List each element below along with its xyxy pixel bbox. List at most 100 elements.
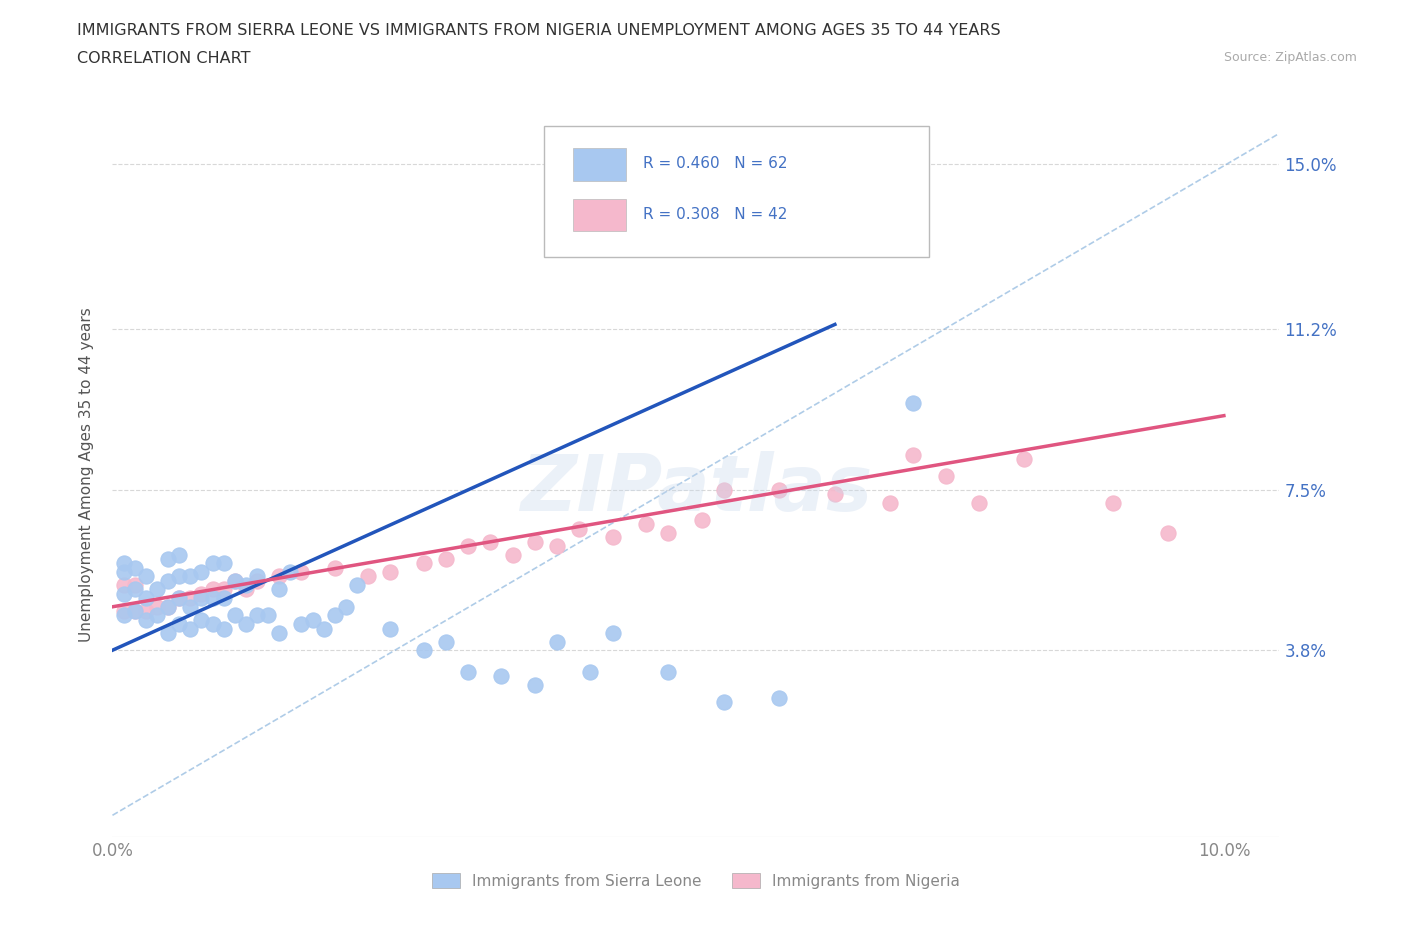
Point <box>568 521 591 536</box>
Point <box>457 665 479 680</box>
Point <box>1101 495 1123 510</box>
Point <box>179 591 201 605</box>
Point <box>190 586 212 601</box>
Point <box>167 591 190 605</box>
Point <box>124 560 146 575</box>
Point <box>246 573 269 588</box>
Point <box>269 582 291 597</box>
Point <box>157 599 180 614</box>
Point <box>157 625 180 640</box>
Point <box>634 517 657 532</box>
FancyBboxPatch shape <box>574 199 626 232</box>
Point <box>312 621 335 636</box>
Point <box>380 565 402 579</box>
Point <box>235 617 257 631</box>
Point <box>357 569 380 584</box>
Point <box>768 482 790 497</box>
Point <box>824 234 846 249</box>
Point <box>135 569 157 584</box>
Text: IMMIGRANTS FROM SIERRA LEONE VS IMMIGRANTS FROM NIGERIA UNEMPLOYMENT AMONG AGES : IMMIGRANTS FROM SIERRA LEONE VS IMMIGRAN… <box>77 23 1001 38</box>
Point <box>124 582 146 597</box>
Point <box>412 556 434 571</box>
Point <box>491 669 513 684</box>
Point <box>146 608 169 623</box>
Point <box>523 678 546 693</box>
Point <box>713 482 735 497</box>
FancyBboxPatch shape <box>544 126 929 257</box>
Point <box>546 634 568 649</box>
Text: ZIPatlas: ZIPatlas <box>520 451 872 526</box>
Point <box>412 643 434 658</box>
Point <box>901 395 924 410</box>
Point <box>602 530 624 545</box>
Text: CORRELATION CHART: CORRELATION CHART <box>77 51 250 66</box>
Point <box>212 582 235 597</box>
Point <box>901 447 924 462</box>
Point <box>135 612 157 627</box>
Point <box>523 534 546 549</box>
Point <box>157 599 180 614</box>
FancyBboxPatch shape <box>574 148 626 180</box>
Text: R = 0.308   N = 42: R = 0.308 N = 42 <box>644 207 787 222</box>
Point <box>167 569 190 584</box>
Point <box>235 578 257 592</box>
Point <box>212 556 235 571</box>
Point <box>290 565 312 579</box>
Point <box>112 586 135 601</box>
Point <box>1157 525 1180 540</box>
Point <box>112 556 135 571</box>
Point <box>657 665 679 680</box>
Point <box>457 538 479 553</box>
Point <box>190 612 212 627</box>
Point <box>179 599 201 614</box>
Point <box>124 604 146 618</box>
Point <box>657 525 679 540</box>
Point <box>124 604 146 618</box>
Point <box>112 578 135 592</box>
Point <box>301 612 323 627</box>
Point <box>546 538 568 553</box>
Point <box>157 551 180 566</box>
Point <box>346 578 368 592</box>
Point <box>1012 452 1035 467</box>
Point <box>246 569 269 584</box>
Point <box>201 582 224 597</box>
Point <box>290 617 312 631</box>
Point <box>212 591 235 605</box>
Point <box>879 495 901 510</box>
Point <box>602 625 624 640</box>
Point <box>212 621 235 636</box>
Point <box>146 599 169 614</box>
Point <box>323 608 346 623</box>
Point <box>335 599 357 614</box>
Point <box>135 591 157 605</box>
Point <box>246 608 269 623</box>
Point <box>167 617 190 631</box>
Point <box>224 573 246 588</box>
Point <box>824 486 846 501</box>
Point <box>768 691 790 706</box>
Point <box>135 604 157 618</box>
Point <box>112 565 135 579</box>
Point <box>434 551 457 566</box>
Point <box>257 608 280 623</box>
Point <box>935 469 957 484</box>
Point <box>479 534 502 549</box>
Point <box>269 625 291 640</box>
Point <box>190 591 212 605</box>
Point <box>278 565 301 579</box>
Point <box>201 556 224 571</box>
Point <box>269 569 291 584</box>
Legend: Immigrants from Sierra Leone, Immigrants from Nigeria: Immigrants from Sierra Leone, Immigrants… <box>426 867 966 895</box>
Point <box>157 573 180 588</box>
Point <box>380 621 402 636</box>
Text: R = 0.460   N = 62: R = 0.460 N = 62 <box>644 156 787 171</box>
Point <box>235 582 257 597</box>
Point <box>112 608 135 623</box>
Point <box>201 591 224 605</box>
Point <box>146 582 169 597</box>
Point <box>502 547 524 562</box>
Text: Source: ZipAtlas.com: Source: ZipAtlas.com <box>1223 51 1357 64</box>
Point <box>713 695 735 710</box>
Point <box>201 617 224 631</box>
